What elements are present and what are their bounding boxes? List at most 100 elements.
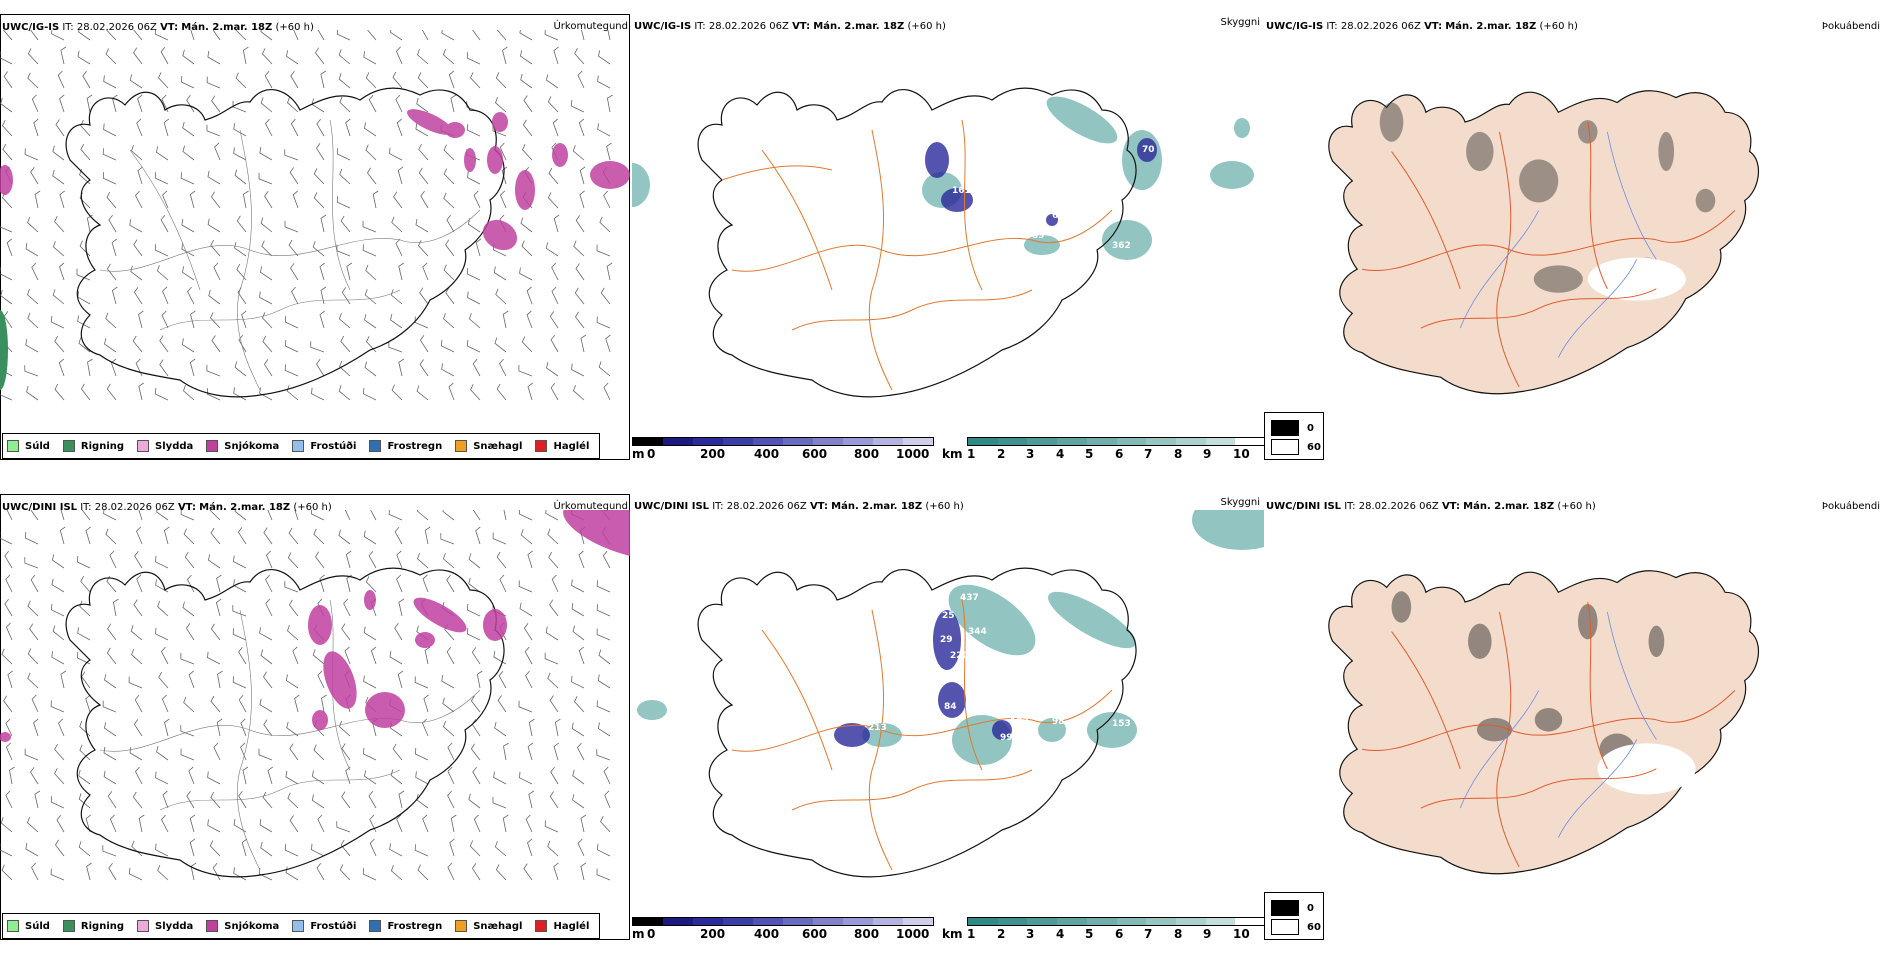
wind-barb: [285, 674, 299, 689]
wind-barb: [103, 722, 117, 737]
wind-barb: [76, 555, 91, 569]
colorbar-tick: 3: [1026, 927, 1035, 941]
colorbar-segment: [1116, 438, 1147, 445]
wind-barb: [2, 143, 13, 161]
wind-barb: [363, 675, 377, 689]
ceiling-label: 362: [1112, 241, 1131, 251]
visibility-map: 437 25 344 29 220 84 155 172 98 332 99 1…: [637, 510, 1264, 878]
wind-barb: [189, 838, 196, 857]
wind-barb: [550, 382, 559, 401]
wind-barb: [391, 384, 403, 401]
wind-barb: [553, 742, 560, 761]
wind-barb: [158, 72, 169, 89]
wind-barb: [60, 46, 67, 65]
wind-barb: [519, 267, 533, 281]
wind-barb: [265, 118, 273, 137]
colorbar-segment: [1027, 438, 1058, 445]
wind-barb: [421, 30, 429, 41]
ceiling-label: 97: [1144, 601, 1157, 611]
legend-item-slydda: Slydda: [137, 440, 193, 452]
panel-title: UWC/IG-IS IT: 28.02.2026 06Z VT: Mán. 2.…: [1266, 21, 1578, 32]
wind-barb: [264, 191, 273, 209]
wind-barb: [234, 242, 247, 257]
wind-barb: [389, 30, 403, 41]
wind-barb: [261, 312, 273, 329]
wind-barb: [0, 817, 13, 833]
wind-barb: [473, 814, 481, 833]
panel-title: UWC/IG-IS IT: 28.02.2026 06Z VT: Mán. 2.…: [2, 22, 314, 33]
wind-barb: [603, 382, 611, 401]
wind-barb: [54, 768, 65, 785]
colorbar-segment: [1235, 918, 1266, 925]
wind-barb: [363, 51, 377, 65]
wind-barb: [419, 335, 429, 353]
wind-barb: [545, 242, 559, 257]
wind-barb: [316, 143, 325, 161]
colorbar-segment: [1027, 918, 1058, 925]
wind-barb: [158, 671, 169, 689]
wind-barb: [181, 243, 195, 257]
wind-barb: [24, 148, 39, 161]
wind-barb: [213, 742, 221, 761]
fog-swatch-white: [1271, 439, 1299, 455]
wind-barb: [468, 553, 481, 569]
wind-barb: [390, 289, 403, 305]
wind-barb: [25, 339, 39, 353]
colorbar-tick: 10: [1233, 447, 1250, 461]
wind-barb: [216, 574, 222, 593]
wind-barb: [78, 30, 91, 41]
wind-barb: [518, 510, 533, 521]
wind-barb: [597, 50, 611, 65]
wind-barb: [155, 555, 169, 569]
wind-barb: [112, 598, 119, 617]
legend-item-frostregn: Frostregn: [369, 920, 442, 932]
wind-barb: [138, 382, 144, 401]
wind-barb: [472, 358, 481, 377]
wind-barb: [0, 226, 13, 233]
wind-barb: [27, 672, 39, 689]
wind-barb: [59, 262, 65, 281]
wind-barb: [422, 262, 429, 281]
legend-item-rigning: Rigning: [62, 440, 124, 452]
wind-barb: [1, 864, 13, 881]
panel-type-label: Þokuábendi: [1821, 501, 1880, 512]
colorbar-tick: 9: [1203, 447, 1212, 461]
ceiling-label: 82: [1102, 161, 1115, 171]
panel-title: UWC/DINI ISL IT: 28.02.2026 06Z VT: Mán.…: [1266, 501, 1596, 512]
ceiling-colorbar: m 0 200 400 600 800 1000: [632, 917, 934, 947]
wind-barb: [86, 862, 92, 881]
visibility-panel: UWC/DINI ISL IT: 28.02.2026 06Z VT: Mán.…: [632, 480, 1264, 955]
wind-barb: [394, 623, 403, 641]
wind-barb: [27, 816, 39, 833]
snow-areas: [0, 510, 630, 742]
wind-barb: [284, 581, 299, 593]
wind-barb: [86, 94, 93, 113]
wind-barb: [320, 214, 327, 233]
iceland-outline: [697, 567, 1137, 878]
wind-barb: [522, 119, 533, 137]
wind-barb: [25, 242, 39, 257]
wind-barb: [466, 603, 481, 617]
wind-barb: [51, 651, 65, 665]
colorbar-tick: 1: [967, 447, 976, 461]
wind-barb: [161, 310, 169, 329]
wind-barb: [186, 95, 195, 113]
wind-barb: [136, 118, 143, 137]
wind-barb: [598, 649, 611, 665]
wind-barb: [573, 384, 585, 401]
wind-barb: [422, 814, 429, 833]
wind-barb: [344, 510, 351, 521]
wind-barb: [442, 697, 455, 713]
fog-map: [1328, 570, 1760, 875]
colorbar-segment: [1175, 918, 1206, 925]
colorbar-segment: [693, 438, 723, 445]
wind-barb: [368, 550, 377, 569]
wind-barb: [133, 239, 143, 257]
wind-barb: [27, 600, 39, 617]
wind-barb: [131, 144, 143, 161]
wind-barb: [181, 218, 195, 233]
wind-barb: [499, 142, 507, 161]
wind-barb: [443, 264, 455, 281]
wind-barb: [389, 147, 403, 161]
wind-barb: [261, 48, 273, 65]
